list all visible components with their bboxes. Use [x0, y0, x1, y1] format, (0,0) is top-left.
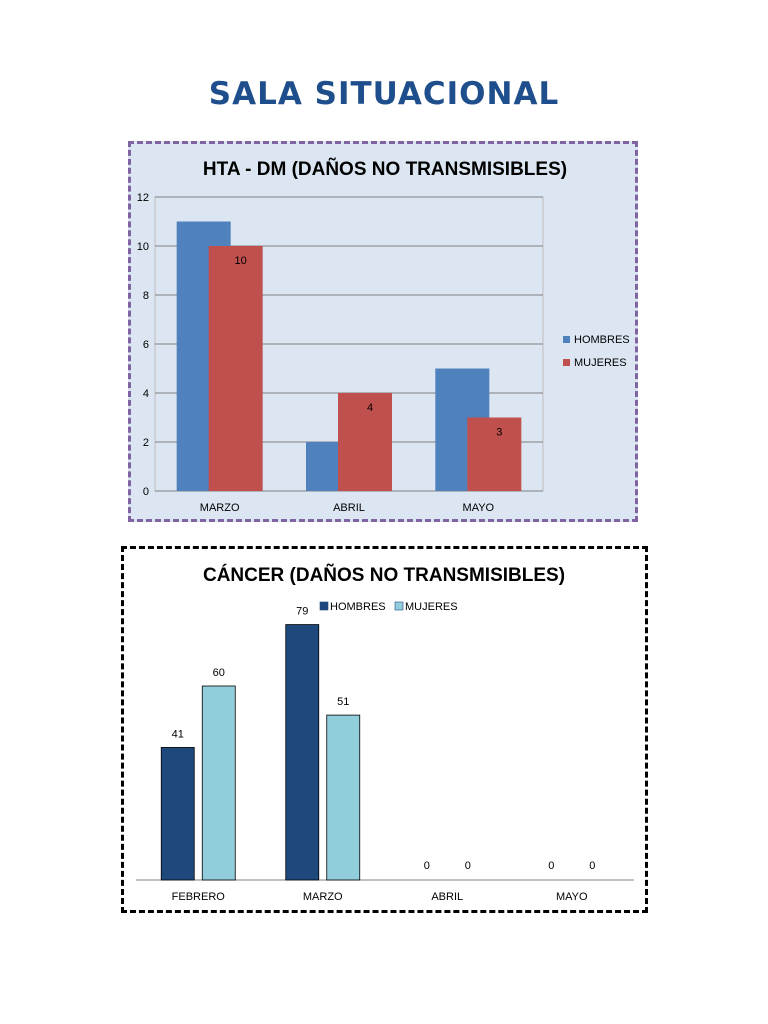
data-label-mujeres-febrero: 60: [213, 667, 225, 679]
legend-label-mujeres: MUJERES: [405, 601, 458, 613]
y-tick-label: 10: [137, 241, 149, 253]
x-tick-label: MARZO: [200, 502, 240, 514]
chart-title: CÁNCER (DAÑOS NO TRANSMISIBLES): [203, 564, 565, 586]
data-label-mujeres-abril: 0: [465, 860, 471, 872]
data-label-mujeres-abril: 4: [367, 402, 373, 414]
chart-title: HTA - DM (DAÑOS NO TRANSMISIBLES): [203, 158, 567, 180]
y-tick-label: 2: [143, 437, 149, 449]
data-label-hombres-febrero: 41: [172, 728, 184, 740]
x-tick-label: FEBRERO: [172, 891, 226, 903]
y-tick-label: 12: [137, 192, 149, 204]
legend-swatch-mujeres: [394, 601, 404, 611]
y-tick-label: 4: [143, 388, 149, 400]
bar-hombres-febrero: [160, 747, 195, 881]
bar-mujeres-febrero: [201, 685, 236, 881]
x-tick-label: MARZO: [303, 891, 343, 903]
y-tick-label: 0: [143, 486, 149, 498]
legend-label-hombres: HOMBRES: [330, 601, 386, 613]
data-label-hombres-marzo: 79: [296, 606, 308, 618]
hta-dm-chart-frame: HTA - DM (DAÑOS NO TRANSMISIBLES) 0 2 4 6 8 10…: [128, 141, 638, 522]
y-tick-label: 6: [143, 339, 149, 351]
bar-mujeres-abril: [338, 393, 392, 491]
x-tick-label: ABRIL: [431, 891, 463, 903]
data-label-mujeres-marzo: 10: [235, 255, 247, 267]
hta-dm-chart: HTA - DM (DAÑOS NO TRANSMISIBLES) 0 2 4 6 8 10…: [137, 158, 630, 514]
legend-swatch-hombres: [563, 336, 570, 343]
cancer-chart: CÁNCER (DAÑOS NO TRANSMISIBLES) HOMBRES MU…: [136, 564, 634, 903]
page-title: SALA SITUACIONAL: [208, 76, 560, 112]
legend-label-hombres: HOMBRES: [574, 334, 630, 346]
bar-mujeres-mayo: [467, 417, 522, 491]
bar-hombres-marzo: [285, 624, 320, 881]
cancer-chart-frame: CÁNCER (DAÑOS NO TRANSMISIBLES) HOMBRES MU…: [121, 546, 648, 913]
legend-label-mujeres: MUJERES: [574, 357, 627, 369]
data-label-mujeres-marzo: 51: [337, 696, 349, 708]
data-label-mujeres-mayo: 0: [589, 860, 595, 872]
data-label-mujeres-mayo: 3: [496, 427, 502, 439]
x-tick-label: ABRIL: [333, 502, 365, 514]
bar-mujeres-marzo: [326, 714, 361, 881]
legend-swatch-mujeres: [563, 359, 570, 366]
data-label-hombres-mayo: 0: [548, 860, 554, 872]
data-label-hombres-abril: 0: [424, 860, 430, 872]
y-tick-label: 8: [143, 290, 149, 302]
bar-mujeres-marzo: [208, 246, 263, 491]
legend-swatch-hombres: [319, 601, 329, 611]
x-tick-label: MAYO: [463, 502, 495, 514]
x-tick-label: MAYO: [556, 891, 588, 903]
